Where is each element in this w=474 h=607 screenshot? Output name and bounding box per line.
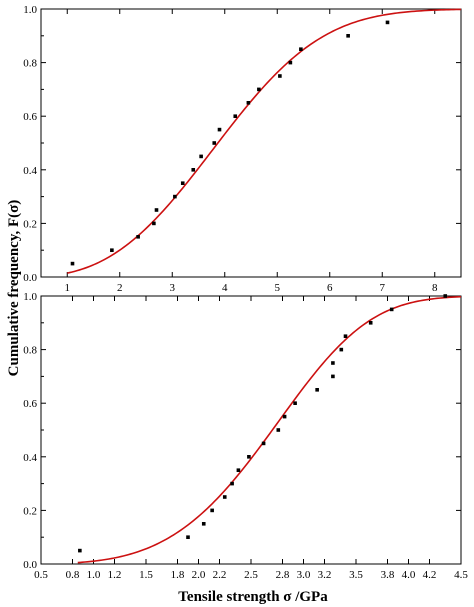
x-tick-label: 2.8 (276, 569, 290, 581)
x-axis-label: Tensile strength σ /GPa (178, 589, 328, 605)
data-point (299, 47, 303, 51)
x-tick-label: 4.2 (423, 569, 437, 581)
data-point (261, 441, 266, 446)
data-point (210, 508, 214, 513)
y-tick-label: 0.2 (23, 505, 37, 517)
data-point (276, 428, 281, 432)
data-point (343, 334, 348, 338)
y-tick-label: 0.0 (23, 272, 37, 284)
x-tick-label: 1.0 (87, 569, 101, 581)
data-point (331, 361, 335, 365)
data-point (78, 548, 82, 553)
y-tick-label: 0.8 (23, 345, 37, 357)
data-point (222, 495, 227, 499)
y-tick-label: 0.4 (23, 165, 37, 177)
y-tick-label: 0.2 (23, 218, 37, 230)
data-point (217, 127, 222, 132)
x-tick-label: 0.8 (66, 569, 80, 581)
y-tick-label: 0.8 (23, 58, 37, 70)
y-tick-label: 0.6 (23, 111, 37, 123)
x-tick-label: 4.0 (402, 569, 416, 581)
data-point (315, 388, 319, 392)
data-point (293, 401, 297, 405)
x-tick-label: 3.2 (318, 569, 332, 581)
x-tick-label: 3.0 (297, 569, 311, 581)
data-point (339, 347, 344, 352)
x-tick-label: 2 (117, 282, 123, 294)
x-tick-label: 2.5 (244, 569, 258, 581)
data-point (110, 248, 114, 252)
data-point (70, 261, 75, 266)
y-tick-label: 0.0 (23, 559, 37, 571)
x-tick-label: 2.2 (213, 569, 227, 581)
x-tick-label: 2.0 (192, 569, 206, 581)
data-point (247, 455, 251, 459)
x-tick-label: 4 (222, 282, 228, 294)
y-tick-label: 1.0 (23, 291, 37, 303)
plot-frame (40, 295, 462, 565)
data-point (346, 34, 350, 38)
data-point (282, 414, 287, 419)
data-point (385, 20, 390, 25)
data-point (389, 307, 394, 312)
fit-curve (77, 295, 462, 564)
x-tick-label: 1.5 (139, 569, 153, 581)
x-tick-label: 7 (380, 282, 386, 294)
bottom-plot-panel: 0.0 0.2 0.4 0.6 0.8 1.0 0.5 0.8 1.0 1.2 1.5 1.8 2.0 2… (23, 291, 468, 581)
x-tick-label: 8 (432, 282, 438, 294)
data-point (154, 208, 159, 212)
data-point (246, 101, 251, 105)
data-point (152, 221, 156, 226)
data-point (180, 181, 185, 185)
data-point (278, 74, 282, 78)
fit-curve (67, 8, 462, 274)
x-tick-label: 1 (65, 282, 71, 294)
data-point (288, 60, 293, 65)
y-axis-label: Cumulative frequency, F(σ) (6, 200, 22, 377)
data-point (191, 168, 196, 172)
x-tick-label: 3 (170, 282, 176, 294)
data-point (136, 235, 140, 239)
x-tick-label: 1.2 (108, 569, 122, 581)
data-point (257, 87, 261, 92)
x-tick-label: 4.5 (454, 569, 468, 581)
data-point (331, 374, 335, 379)
data-point (199, 154, 203, 159)
x-tick-label: 3.5 (349, 569, 363, 581)
y-tick-label: 0.4 (23, 452, 37, 464)
x-tick-label: 0.5 (34, 569, 48, 581)
data-point (233, 114, 238, 118)
x-tick-label: 5 (275, 282, 281, 294)
data-point (201, 522, 206, 526)
y-tick-label: 1.0 (23, 4, 37, 16)
plot-frame (40, 8, 462, 278)
data-point (236, 468, 241, 472)
top-plot-panel: 0.0 0.2 0.4 0.6 0.8 1.0 1 2 3 4 5 6 7 8 (23, 4, 462, 294)
data-point (230, 481, 234, 486)
x-tick-label: 6 (327, 282, 333, 294)
data-point (186, 535, 190, 539)
x-tick-label: 3.8 (381, 569, 395, 581)
data-point (368, 321, 373, 325)
y-tick-label: 0.6 (23, 398, 37, 410)
data-point (212, 141, 217, 145)
data-point (173, 194, 177, 199)
x-tick-label: 1.8 (171, 569, 185, 581)
data-point (443, 294, 448, 298)
